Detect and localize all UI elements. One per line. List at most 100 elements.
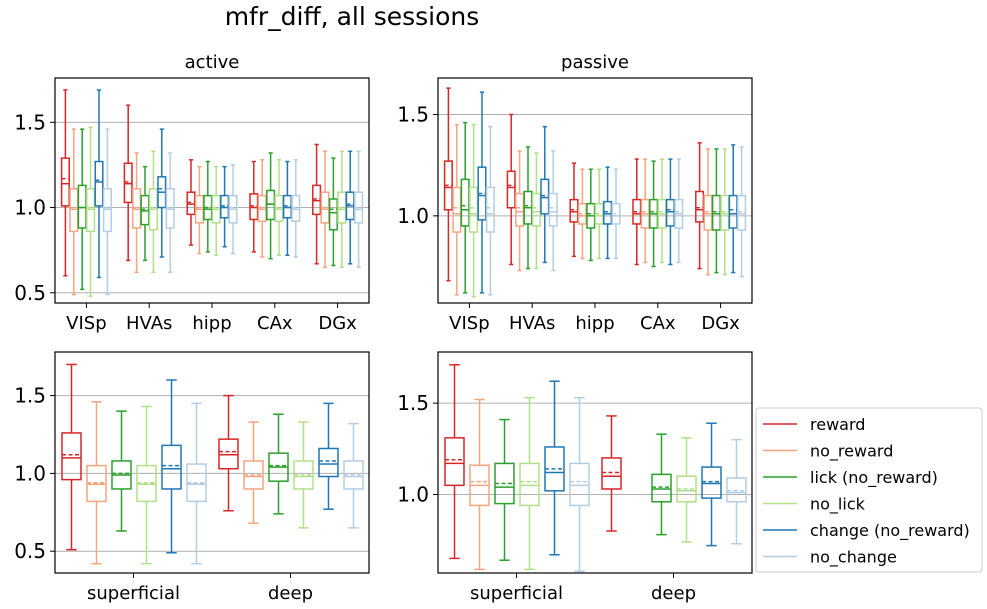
box-iqr bbox=[137, 466, 156, 502]
box-iqr bbox=[520, 463, 539, 505]
legend-label: change (no_reward) bbox=[810, 521, 970, 541]
box-iqr bbox=[284, 196, 292, 218]
legend-label: no_change bbox=[810, 548, 897, 568]
box-change-no-reward bbox=[604, 167, 612, 258]
box-iqr bbox=[713, 196, 721, 230]
box-no-lick bbox=[520, 398, 539, 570]
box-iqr bbox=[727, 478, 746, 502]
box-lick-no-reward bbox=[650, 161, 658, 266]
box-change-no-reward bbox=[545, 381, 564, 555]
box-iqr bbox=[250, 194, 258, 220]
box-change-no-reward bbox=[729, 145, 737, 273]
x-tick-label: HVAs bbox=[126, 313, 172, 334]
axes-frame bbox=[438, 352, 752, 573]
box-change-no-reward bbox=[319, 403, 338, 509]
x-tick-label: HVAs bbox=[509, 313, 555, 334]
y-tick-label: 1.5 bbox=[397, 102, 429, 126]
box-iqr bbox=[62, 158, 70, 206]
figure-title: mfr_diff, all sessions bbox=[225, 2, 480, 31]
box-change-no-reward bbox=[284, 162, 292, 256]
box-reward bbox=[602, 416, 621, 531]
box-no-reward bbox=[641, 159, 649, 262]
box-iqr bbox=[721, 196, 729, 230]
box-no-lick bbox=[470, 125, 478, 297]
box-no-reward bbox=[579, 169, 587, 258]
box-reward bbox=[313, 144, 321, 263]
box-change-no-reward bbox=[667, 159, 675, 264]
box-no-lick bbox=[533, 153, 541, 269]
chart-panel-4: 1.0 1.5 superficial deep bbox=[397, 352, 752, 604]
box-reward bbox=[696, 143, 704, 269]
box-iqr bbox=[453, 187, 461, 232]
box-lick-no-reward bbox=[587, 169, 595, 260]
box-iqr bbox=[275, 196, 283, 222]
box-reward bbox=[445, 365, 464, 559]
legend-label: no_lick bbox=[810, 495, 866, 515]
box-no-change bbox=[675, 159, 683, 262]
x-tick-label: superficial bbox=[87, 583, 180, 604]
x-tick-label: DGx bbox=[701, 313, 740, 334]
box-change-no-reward bbox=[95, 90, 103, 278]
box-reward bbox=[124, 105, 132, 260]
box-no-reward bbox=[516, 151, 524, 271]
box-iqr bbox=[133, 189, 141, 228]
box-iqr bbox=[738, 196, 746, 230]
box-no-change bbox=[229, 165, 237, 254]
box-no-change bbox=[612, 169, 620, 258]
chart-panel-2: 1.01.5VISp HVAs hipp CAx DGxpassive bbox=[397, 52, 752, 334]
box-lick-no-reward bbox=[141, 167, 149, 261]
box-no-reward bbox=[321, 151, 329, 267]
box-no-change bbox=[738, 147, 746, 277]
box-iqr bbox=[704, 196, 712, 230]
x-tick-label: hipp bbox=[575, 313, 614, 334]
box-no-change bbox=[487, 127, 495, 295]
box-iqr bbox=[319, 448, 338, 476]
chart-panel-1: 0.5 1.0 1.5 VISp HVAs hipp CAx DGx active bbox=[14, 52, 369, 334]
box-iqr bbox=[78, 185, 86, 228]
box-no-lick bbox=[677, 438, 696, 542]
box-no-change bbox=[166, 153, 174, 272]
box-reward bbox=[187, 160, 195, 245]
box-change-no-reward bbox=[702, 423, 721, 545]
y-tick-label: 1.5 bbox=[14, 384, 46, 408]
box-lick-no-reward bbox=[330, 158, 338, 265]
box-iqr bbox=[461, 179, 469, 226]
box-lick-no-reward bbox=[267, 153, 275, 259]
panel-title: passive bbox=[561, 52, 629, 73]
y-tick-label: 1.0 bbox=[14, 461, 46, 485]
box-no-reward bbox=[453, 125, 461, 295]
box-no-lick bbox=[338, 151, 346, 267]
box-iqr bbox=[652, 474, 671, 501]
box-iqr bbox=[258, 196, 266, 222]
box-no-change bbox=[104, 129, 112, 294]
box-change-no-reward bbox=[158, 129, 166, 257]
legend-label: reward bbox=[810, 415, 865, 434]
x-tick-label: superficial bbox=[470, 583, 563, 604]
box-iqr bbox=[570, 200, 578, 222]
box-reward bbox=[633, 159, 641, 264]
y-tick-label: 1.0 bbox=[397, 482, 429, 506]
x-tick-label: VISp bbox=[66, 313, 106, 334]
box-reward bbox=[507, 114, 515, 264]
box-iqr bbox=[267, 191, 275, 220]
box-iqr bbox=[702, 467, 721, 498]
box-iqr bbox=[330, 199, 338, 230]
box-iqr bbox=[62, 433, 81, 480]
box-no-reward bbox=[470, 399, 489, 569]
box-iqr bbox=[516, 194, 524, 226]
x-tick-label: deep bbox=[268, 583, 313, 604]
box-no-change bbox=[727, 440, 746, 544]
box-iqr bbox=[667, 200, 675, 226]
x-tick-label: hipp bbox=[192, 313, 231, 334]
y-tick-label: 0.5 bbox=[14, 281, 46, 305]
box-iqr bbox=[187, 192, 195, 214]
box-iqr bbox=[507, 171, 515, 207]
box-iqr bbox=[570, 463, 589, 505]
box-iqr bbox=[487, 187, 495, 232]
box-no-reward bbox=[133, 153, 141, 272]
box-reward bbox=[62, 90, 70, 276]
chart-panel-3: 0.5 1.0 1.5 superficial deep bbox=[14, 352, 369, 604]
box-iqr bbox=[87, 189, 95, 232]
